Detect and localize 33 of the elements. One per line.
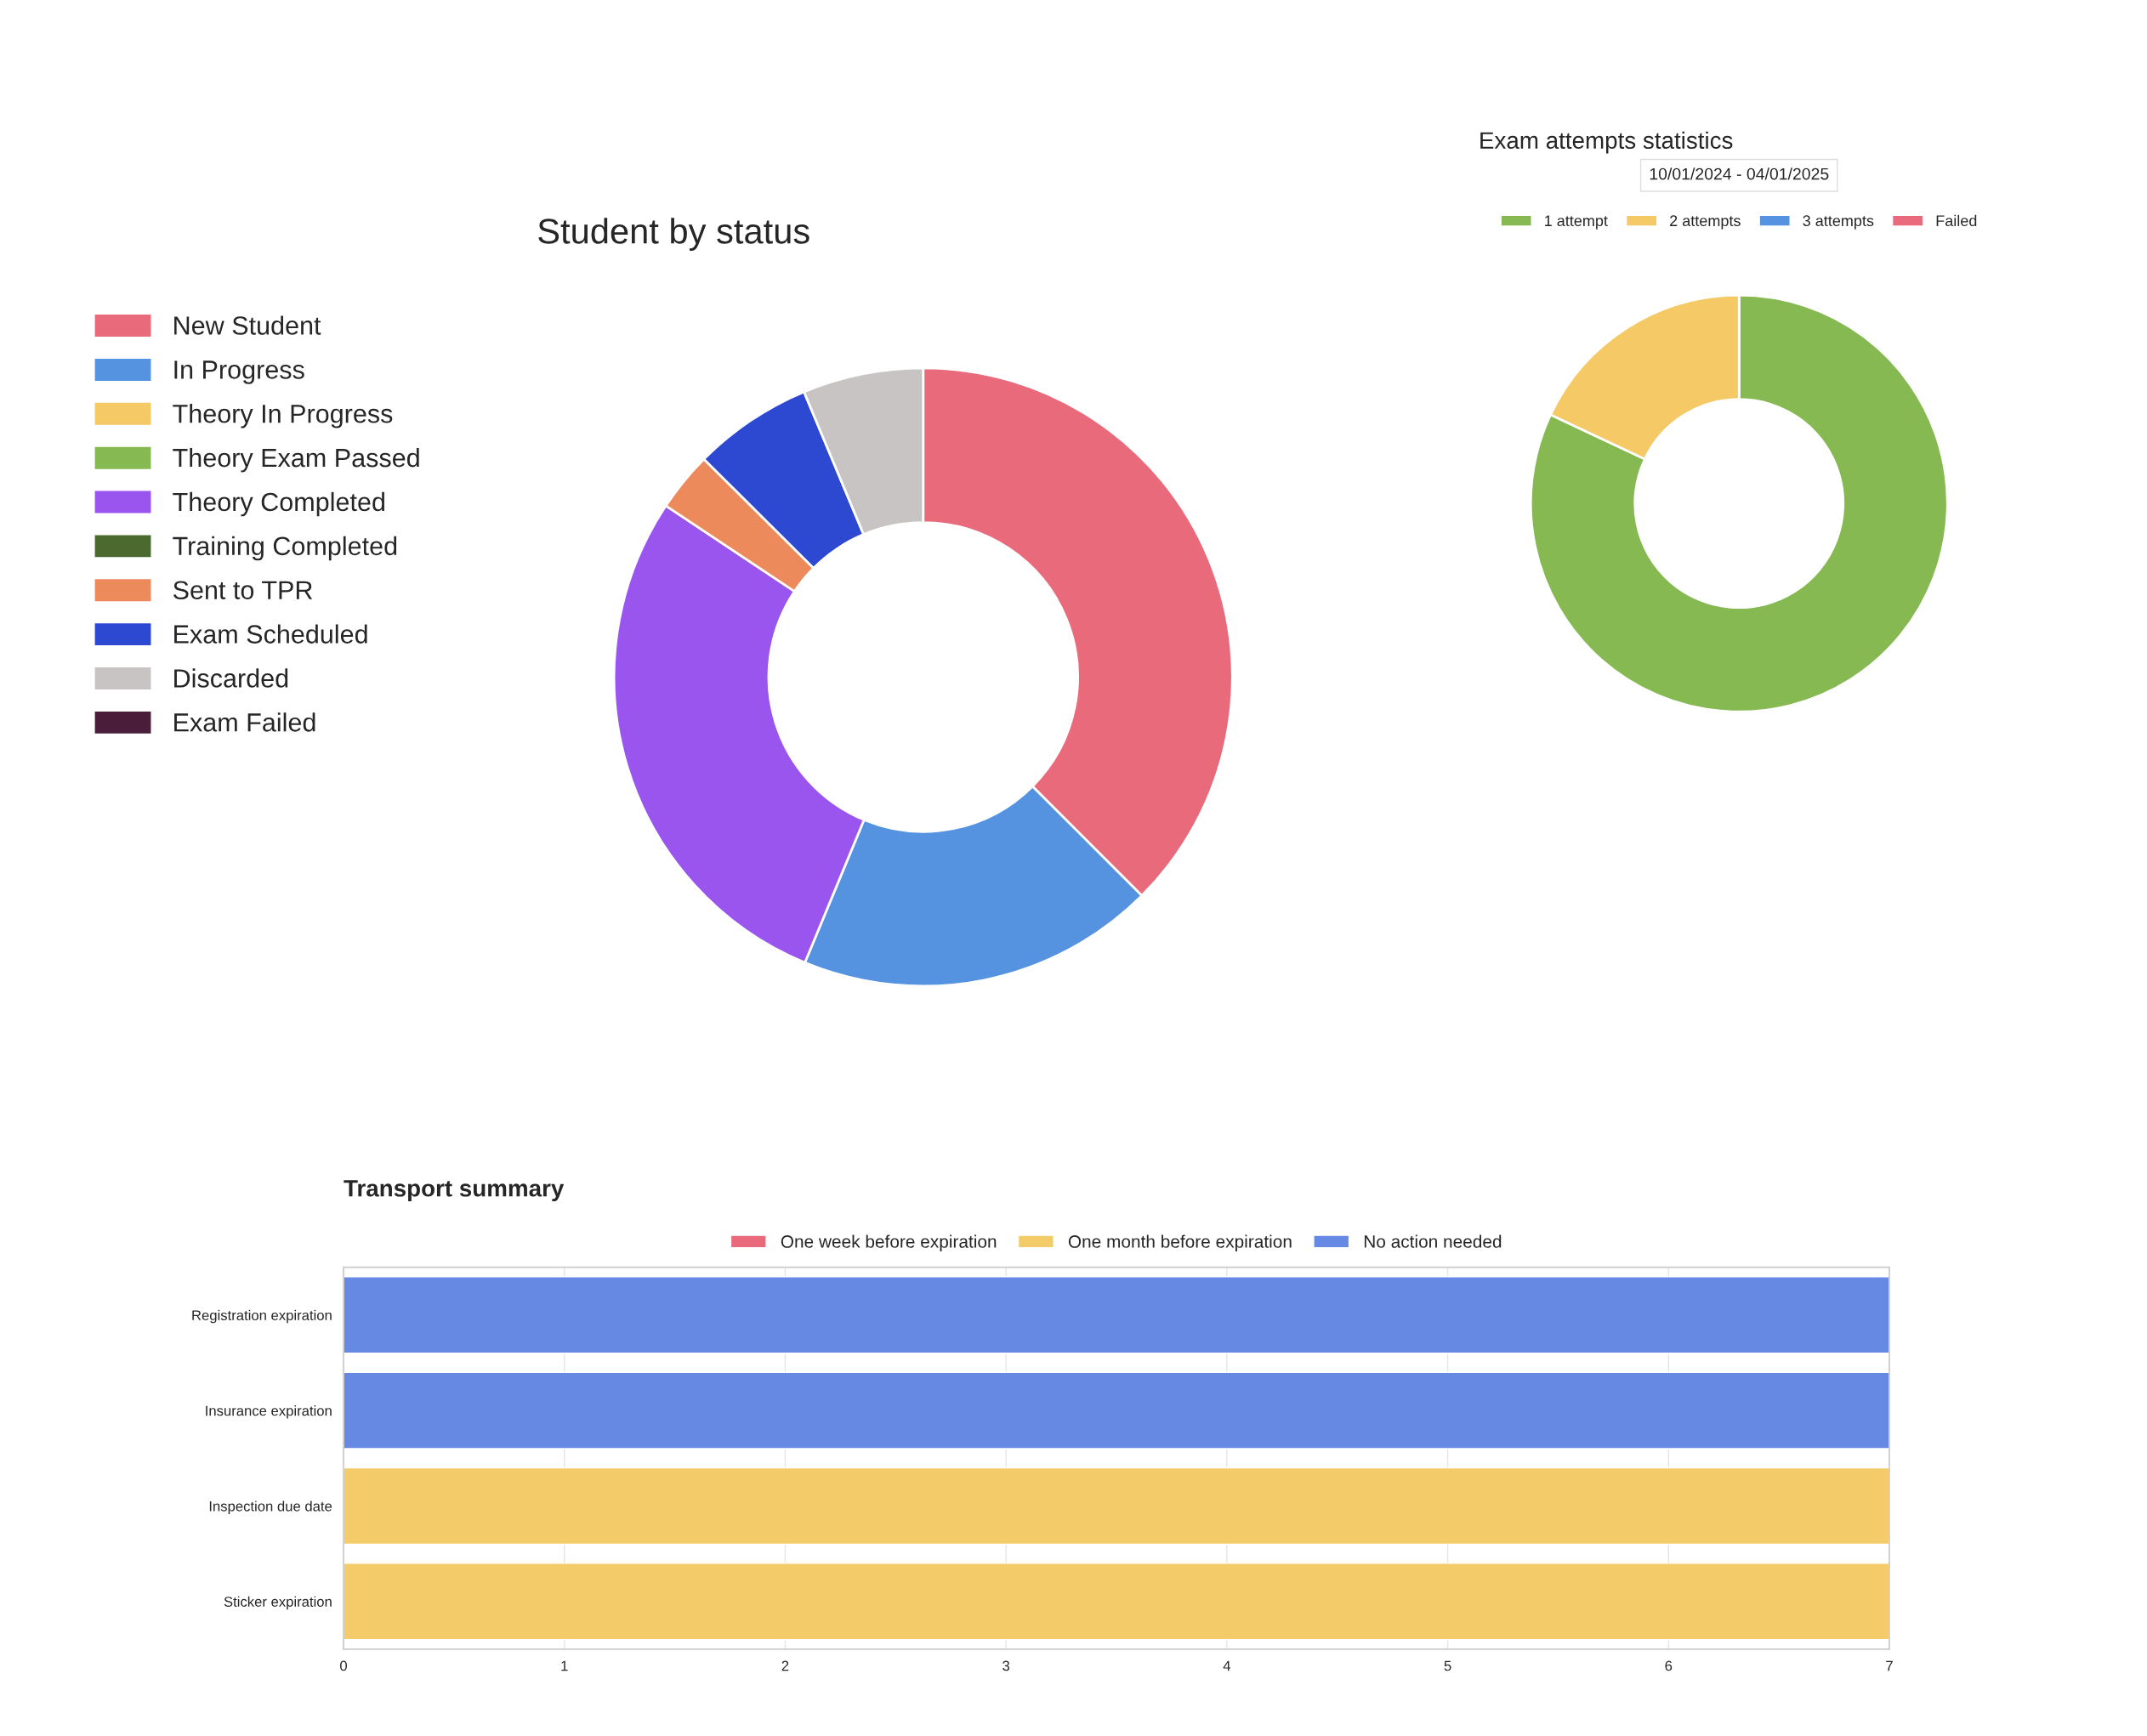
legend-label: 1 attempt: [1545, 215, 1608, 230]
x-tick-label: 6: [1665, 1660, 1673, 1671]
y-tick-label: Inspection due date: [209, 1501, 332, 1514]
legend-label: Sent to TPR: [173, 581, 313, 600]
legend-label: Theory Completed: [173, 491, 384, 517]
chart-subtitle: 10/01/2024 - 04/01/2025: [1650, 167, 1829, 180]
x-tick-label: 4: [1223, 1660, 1230, 1671]
legend-label: Failed: [1936, 214, 1977, 227]
legend-label: 3 attempts: [1803, 215, 1874, 230]
legend-label: 2 attempts: [1670, 215, 1741, 230]
legend-label: Discarded: [174, 668, 288, 688]
chart-title: Transport summary: [344, 1180, 565, 1202]
x-tick-label: 1: [561, 1660, 568, 1671]
legend-label: One month before expiration: [1068, 1234, 1292, 1251]
chart-title: Exam attempts statistics: [1480, 131, 1733, 154]
x-tick-label: 2: [781, 1660, 789, 1671]
legend-label: Exam Failed: [174, 712, 315, 732]
legend-label: Theory Exam Passed: [173, 447, 419, 473]
y-tick-label: Sticker expiration: [224, 1596, 332, 1610]
legend-label: One week before expiration: [781, 1234, 997, 1251]
y-tick-label: Registration expiration: [192, 1309, 332, 1324]
legend-label: Theory In Progress: [173, 404, 393, 428]
legend-label: Training Completed: [173, 536, 397, 561]
legend-label: No action needed: [1364, 1234, 1502, 1248]
x-tick-label: 0: [340, 1660, 347, 1671]
chart-title: Student by status: [538, 218, 809, 251]
legend-label: Exam Scheduled: [174, 624, 367, 644]
x-tick-label: 7: [1886, 1660, 1893, 1671]
legend-label: In Progress: [174, 360, 304, 384]
y-tick-label: Insurance expiration: [206, 1405, 332, 1419]
x-tick-label: 5: [1444, 1660, 1451, 1671]
legend-label: New Student: [174, 315, 321, 335]
x-tick-label: 3: [1003, 1660, 1010, 1671]
